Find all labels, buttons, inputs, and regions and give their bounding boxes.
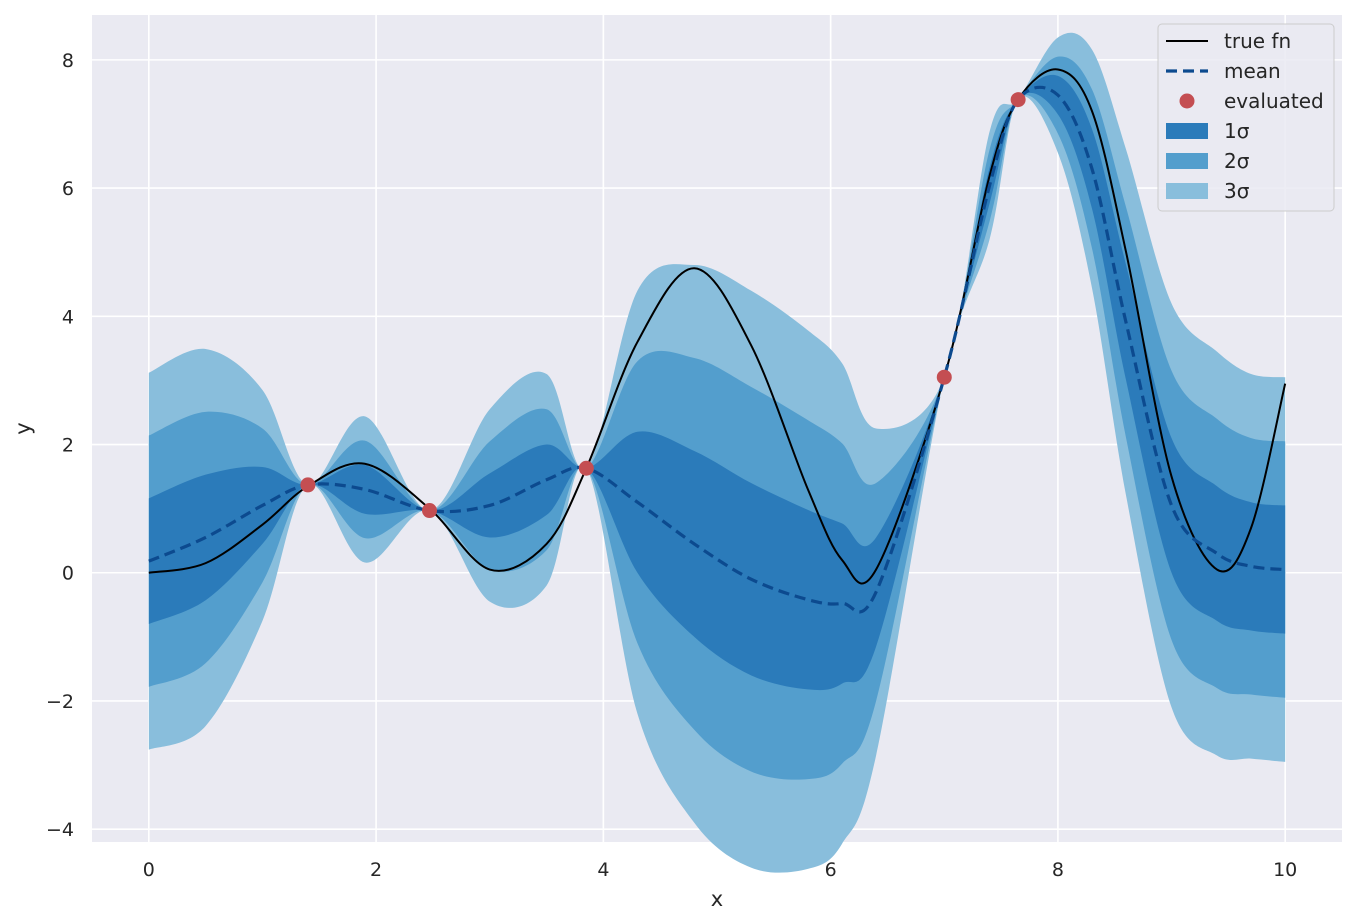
y-tick-label: 6 xyxy=(62,178,74,200)
legend-label: 1σ xyxy=(1224,119,1250,143)
y-axis-label: y xyxy=(11,422,35,434)
legend-label: mean xyxy=(1224,59,1281,83)
y-tick-label: −4 xyxy=(46,819,74,841)
x-tick-label: 10 xyxy=(1273,859,1297,881)
band-1sigma xyxy=(148,74,1286,691)
x-tick-label: 4 xyxy=(597,859,609,881)
mean-line xyxy=(148,85,1286,614)
y-tick-labels: −4 −2 0 2 4 6 8 xyxy=(46,50,74,841)
x-tick-label: 0 xyxy=(143,859,155,881)
y-tick-label: 2 xyxy=(62,435,74,457)
evaluated-point xyxy=(936,369,952,385)
legend-label: true fn xyxy=(1224,29,1291,53)
evaluated-point xyxy=(1010,92,1026,108)
series-lines xyxy=(148,68,1287,614)
y-tick-label: −2 xyxy=(46,691,74,713)
legend-swatch-band xyxy=(1166,183,1208,199)
evaluated-point xyxy=(300,477,316,493)
x-axis-label: x xyxy=(711,887,723,911)
legend-label: evaluated xyxy=(1224,89,1324,113)
legend-label: 2σ xyxy=(1224,149,1250,173)
uncertainty-bands xyxy=(148,32,1286,873)
legend-label: 3σ xyxy=(1224,179,1250,203)
x-tick-label: 6 xyxy=(825,859,837,881)
evaluated-point xyxy=(422,503,437,519)
evaluated-point xyxy=(578,460,594,476)
evaluated-points xyxy=(300,92,1026,519)
true-fn-line xyxy=(148,68,1287,585)
y-tick-label: 0 xyxy=(62,563,74,585)
band-2sigma xyxy=(148,56,1286,780)
x-tick-label: 8 xyxy=(1052,859,1064,881)
legend: true fn mean evaluated 1σ 2σ 3σ xyxy=(1157,23,1335,212)
x-tick-label: 2 xyxy=(370,859,382,881)
legend-swatch-evaluated xyxy=(1179,93,1195,109)
legend-swatch-band xyxy=(1166,123,1208,139)
legend-swatch-band xyxy=(1166,153,1208,169)
x-tick-labels: 0 2 4 6 8 10 xyxy=(143,859,1298,881)
y-tick-label: 4 xyxy=(62,306,74,328)
y-tick-label: 8 xyxy=(62,50,74,72)
